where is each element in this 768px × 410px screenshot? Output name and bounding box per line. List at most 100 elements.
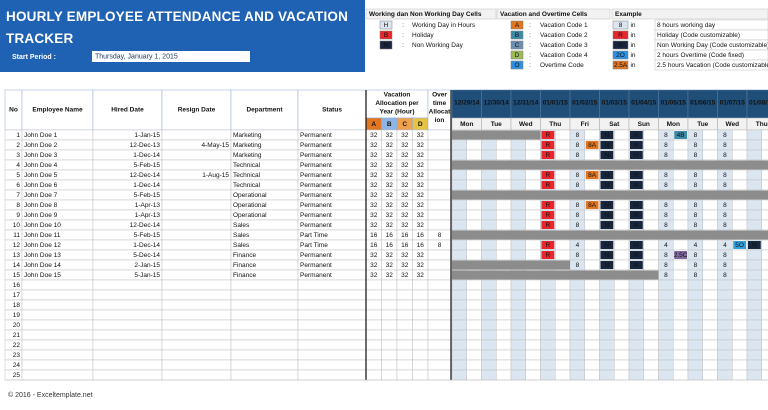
cell [21, 299, 94, 311]
cell-text: Technical [233, 162, 261, 169]
day-cell [687, 309, 703, 321]
cell-text: Technical [233, 172, 261, 179]
code-value: R [546, 252, 551, 259]
cell [230, 279, 299, 291]
day-cell [761, 299, 768, 311]
day-cell [673, 179, 689, 191]
day-cell [658, 359, 674, 371]
code-value: N [605, 212, 610, 219]
day-cell [746, 289, 762, 301]
cell [427, 169, 452, 181]
vacation-value: 32 [386, 192, 394, 199]
day-cell [658, 329, 674, 341]
cell-text: Sales [233, 232, 250, 239]
day-cell [614, 239, 630, 251]
cell [297, 329, 367, 341]
day-cell [687, 299, 703, 311]
day-cell [702, 249, 718, 261]
code-cell [630, 241, 643, 249]
day-cell [451, 249, 467, 261]
hour-value: 8 [576, 262, 580, 269]
cell [297, 369, 367, 381]
legend-header [496, 8, 611, 20]
day-cell [761, 199, 768, 211]
day-cell [481, 179, 497, 191]
day-cell [761, 219, 768, 231]
vacation-value: 32 [401, 162, 409, 169]
day-cell [569, 319, 585, 331]
code-cell [600, 251, 614, 259]
day-cell [584, 179, 600, 191]
day-cell [761, 139, 768, 151]
cell-text: Sales [233, 242, 250, 249]
vacation-value: 16 [370, 232, 378, 239]
column-header-cell [92, 89, 163, 131]
cell-text: 25 [13, 372, 21, 379]
day-cell [628, 299, 644, 311]
cell-text: Permanent [300, 152, 332, 159]
hour-value: 8 [723, 252, 727, 259]
day-cell [614, 329, 630, 341]
day-cell [466, 309, 482, 321]
cell-text: 1-Aug-15 [202, 172, 229, 179]
hour-value: 8 [723, 202, 727, 209]
day-cell [643, 169, 659, 181]
hour-value: 8 [723, 212, 727, 219]
cell-text: John Doe 15 [24, 272, 61, 279]
day-cell [496, 309, 512, 321]
inactive-days [452, 160, 768, 170]
date-header: 01/06/15 [690, 100, 716, 107]
vacation-value: 32 [417, 212, 425, 219]
legend-text: Working Day in Hours [412, 22, 476, 29]
day-cell [673, 299, 689, 311]
cell [427, 199, 452, 211]
day-cell [628, 309, 644, 321]
cell-text: Finance [233, 272, 257, 279]
day-cell [466, 279, 482, 291]
day-cell [481, 279, 497, 291]
day-cell [673, 149, 689, 161]
day-cell [555, 339, 571, 351]
day-cell [746, 209, 762, 221]
day-cell [614, 169, 630, 181]
code-cell [600, 241, 614, 249]
day-cell [496, 179, 512, 191]
date-header-cell [658, 89, 689, 119]
hour-value: 8 [664, 212, 668, 219]
day-cell [702, 139, 718, 151]
day-cell [466, 209, 482, 221]
vacation-value: 32 [417, 252, 425, 259]
start-period-box[interactable] [92, 51, 250, 62]
day-cell [614, 369, 630, 381]
vacation-value: 32 [386, 262, 394, 269]
vacation-value: 32 [401, 192, 409, 199]
code-value: N [752, 242, 757, 249]
cell [297, 289, 367, 301]
cell [92, 369, 163, 381]
overtime-header: Allocat [429, 109, 452, 116]
day-cell [687, 289, 703, 301]
day-cell [466, 149, 482, 161]
day-cell [702, 279, 718, 291]
day-cell [732, 339, 748, 351]
legend-separator: : [529, 62, 531, 69]
day-cell [481, 149, 497, 161]
cell [427, 289, 452, 301]
hour-value: 8 [694, 172, 698, 179]
day-cell [658, 319, 674, 331]
cell [381, 289, 398, 301]
cell [92, 359, 163, 371]
cell [161, 249, 232, 261]
day-cell [510, 239, 526, 251]
cell [412, 359, 429, 371]
date-header-cell [599, 89, 630, 119]
cell [230, 289, 299, 301]
cell-text: 7 [16, 192, 20, 199]
day-cell [746, 269, 762, 281]
day-cell [555, 249, 571, 261]
code-cell [630, 251, 643, 259]
day-cell [599, 319, 615, 331]
day-cell [451, 349, 467, 361]
legend-text: 2.5 hours Vacation (Code customizable) [657, 62, 768, 69]
hour-value: 8 [576, 222, 580, 229]
